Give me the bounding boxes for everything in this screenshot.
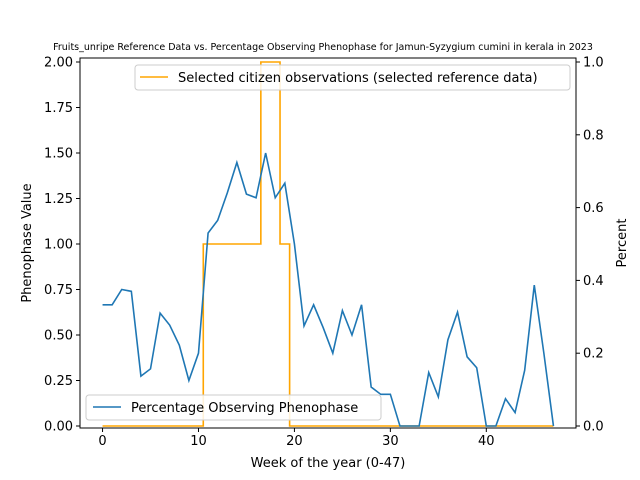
y-left-axis-label: Phenophase Value <box>20 183 35 302</box>
y-right-axis-ticks: 0.0 0.2 0.4 0.6 0.8 1.0 <box>576 56 604 435</box>
x-axis-label: Week of the year (0-47) <box>251 456 406 471</box>
legend-label-reference: Selected citizen observations (selected … <box>178 71 538 86</box>
chart-title: Fruits_unripe Reference Data vs. Percent… <box>53 42 593 53</box>
y-left-tick-label: 2.00 <box>44 56 73 71</box>
x-axis-ticks: 0 10 20 30 40 <box>98 428 495 449</box>
legend-top: Selected citizen observations (selected … <box>134 64 571 91</box>
y-left-tick-label: 0.75 <box>44 283 73 298</box>
x-tick-label: 10 <box>190 434 207 449</box>
legend-label-percentage: Percentage Observing Phenophase <box>131 401 358 416</box>
x-tick-label: 0 <box>98 434 106 449</box>
series-percentage-line <box>102 152 555 427</box>
y-right-tick-label: 0.2 <box>583 347 604 362</box>
y-right-tick-label: 0.0 <box>583 420 604 435</box>
y-left-tick-label: 1.75 <box>44 101 73 116</box>
y-right-tick-label: 0.4 <box>583 274 604 289</box>
y-left-tick-label: 1.00 <box>44 238 73 253</box>
y-right-tick-label: 1.0 <box>583 56 604 71</box>
x-tick-label: 20 <box>286 434 303 449</box>
legend-bottom-box <box>85 394 382 421</box>
series-reference-line <box>102 61 554 427</box>
y-left-tick-label: 0.25 <box>44 374 73 389</box>
y-right-tick-label: 0.8 <box>583 128 604 143</box>
legend-bottom: Percentage Observing Phenophase <box>85 394 382 421</box>
y-left-tick-label: 1.25 <box>44 192 73 207</box>
y-right-axis-label: Percent <box>615 219 630 268</box>
plot-area <box>102 61 555 427</box>
x-tick-label: 40 <box>478 434 495 449</box>
y-left-tick-label: 0.50 <box>44 329 73 344</box>
y-left-tick-label: 0.00 <box>44 420 73 435</box>
y-right-tick-label: 0.6 <box>583 201 604 216</box>
y-left-tick-label: 1.50 <box>44 147 73 162</box>
y-left-axis-ticks: 0.00 0.25 0.50 0.75 1.00 1.25 1.50 1.75 2.00 <box>44 56 80 435</box>
x-tick-label: 30 <box>382 434 399 449</box>
legend-top-box <box>134 64 571 91</box>
axes-frame <box>79 57 577 429</box>
